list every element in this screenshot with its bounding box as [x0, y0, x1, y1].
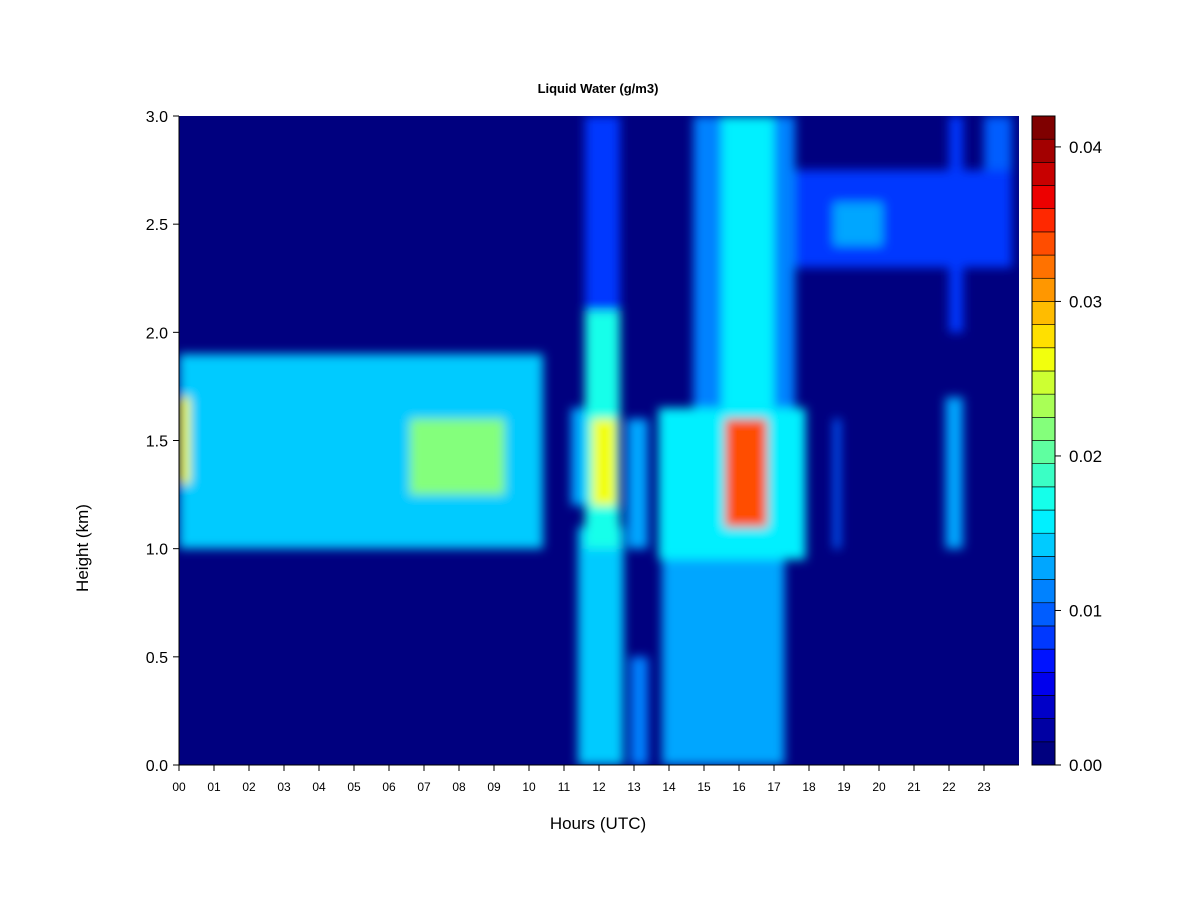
colorbar-segment — [1031, 509, 1056, 534]
x-tick-label: 08 — [452, 780, 466, 794]
x-tick-label: 02 — [242, 780, 256, 794]
x-tick-label: 11 — [558, 780, 571, 794]
x-tick-label: 13 — [627, 780, 641, 794]
colorbar-segment — [1031, 625, 1056, 650]
colorbar-segment — [1031, 718, 1056, 743]
x-tick-label: 03 — [277, 780, 291, 794]
y-tick-label: 0.0 — [146, 758, 168, 775]
colorbar-tick-label: 0.01 — [1069, 601, 1102, 620]
colorbar-segment — [1031, 695, 1056, 719]
heatmap-blur-group — [179, 116, 1012, 765]
colorbar-segment — [1031, 185, 1056, 210]
heatmap-cell-12 — [725, 418, 767, 528]
colorbar-segment — [1031, 648, 1056, 673]
y-tick-label: 1.5 — [146, 434, 168, 451]
heatmap-cell-8 — [627, 418, 648, 549]
x-tick-label: 00 — [172, 780, 186, 794]
colorbar-segment — [1031, 532, 1056, 557]
colorbar-segment — [1031, 254, 1056, 279]
x-axis-label: Hours (UTC) — [550, 814, 646, 833]
x-tick-label: 17 — [767, 780, 781, 794]
x-tick-label: 07 — [417, 780, 431, 794]
x-tick-label: 20 — [872, 780, 886, 794]
x-tick-label: 22 — [942, 780, 956, 794]
heatmap-cell-14 — [721, 116, 774, 409]
heatmap-cell-17 — [833, 418, 841, 549]
colorbar-segment — [1031, 277, 1056, 302]
colorbar-segment — [1031, 347, 1056, 372]
x-tick-label: 23 — [977, 780, 991, 794]
colorbar-tick-label: 0.03 — [1069, 292, 1102, 311]
colorbar-segment — [1031, 231, 1056, 256]
colorbar-segment — [1031, 115, 1056, 140]
x-tick-label: 19 — [837, 780, 851, 794]
heatmap-cells — [179, 116, 1012, 765]
heatmap-cell-18 — [945, 397, 963, 549]
colorbar-tick-label: 0.02 — [1069, 447, 1102, 466]
y-tick-label: 0.5 — [146, 650, 168, 667]
colorbar-segment — [1031, 324, 1056, 349]
y-tick-label: 2.5 — [146, 217, 168, 234]
colorbar-segment — [1031, 579, 1056, 604]
colorbar-segment — [1031, 463, 1056, 488]
heatmap-cell-9 — [630, 656, 648, 765]
heatmap-cell-16 — [833, 202, 883, 246]
colorbar-frame — [1031, 115, 1056, 766]
heatmap-cell-15 — [795, 170, 1012, 268]
y-tick-label: 2.0 — [146, 325, 168, 342]
colorbar-segment — [1031, 440, 1056, 464]
x-tick-label: 10 — [522, 780, 536, 794]
colorbar — [1031, 115, 1056, 766]
colorbar-segment — [1031, 301, 1056, 325]
heatmap-cell-20 — [984, 116, 1012, 171]
x-tick-label: 09 — [487, 780, 501, 794]
heatmap-cell-6 — [592, 418, 617, 506]
x-axis-ticks: 00 01 02 03 04 05 06 07 08 09 10 11 12 13 14 15 16 17 18 19… — [172, 765, 991, 794]
x-tick-label: 21 — [907, 780, 921, 794]
x-tick-label: 04 — [312, 780, 326, 794]
colorbar-segment — [1031, 417, 1056, 441]
x-tick-label: 14 — [662, 780, 676, 794]
colorbar-segment — [1031, 741, 1056, 766]
colorbar-segment — [1031, 370, 1056, 395]
colorbar-segment — [1031, 208, 1056, 233]
y-axis-label: Height (km) — [73, 504, 92, 592]
colorbar-segment — [1031, 138, 1056, 163]
colorbar-tick-label: 0.00 — [1069, 756, 1102, 775]
x-tick-label: 01 — [207, 780, 221, 794]
heatmap-cell-7 — [585, 116, 620, 311]
colorbar-ticks: 0.00 0.01 0.02 0.03 0.04 — [1055, 138, 1102, 775]
x-tick-label: 05 — [347, 780, 361, 794]
colorbar-segment — [1031, 602, 1056, 627]
colorbar-segment — [1031, 162, 1056, 186]
x-tick-label: 06 — [382, 780, 396, 794]
colorbar-tick-label: 0.04 — [1069, 138, 1102, 157]
heatmap-cell-11 — [662, 559, 785, 765]
x-tick-label: 15 — [697, 780, 711, 794]
x-tick-label: 12 — [592, 780, 606, 794]
colorbar-segment — [1031, 556, 1056, 580]
x-tick-label: 18 — [802, 780, 816, 794]
y-axis-ticks: 0.0 0.5 1.0 1.5 2.0 2.5 3.0 — [146, 109, 179, 775]
y-tick-label: 1.0 — [146, 542, 168, 559]
y-tick-label: 3.0 — [146, 109, 168, 126]
colorbar-segment — [1031, 671, 1056, 696]
heatmap-cell-19 — [949, 116, 963, 333]
heatmap-cell-4 — [578, 527, 624, 765]
colorbar-segment — [1031, 486, 1056, 511]
colorbar-segment — [1031, 393, 1056, 418]
heatmap-cell-1 — [179, 397, 190, 484]
chart-title: Liquid Water (g/m3) — [538, 81, 659, 96]
heatmap-cell-2 — [410, 418, 505, 495]
x-tick-label: 16 — [732, 780, 746, 794]
